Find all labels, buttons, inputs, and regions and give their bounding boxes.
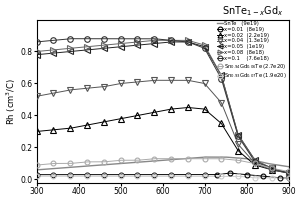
Y-axis label: Rh (cm$^3$/C): Rh (cm$^3$/C) [4,78,18,125]
Text: SnTe$_{1-x}$Gd$_x$: SnTe$_{1-x}$Gd$_x$ [222,4,284,18]
Legend: SnTe   (9e19), x=0.01  (8e19), x=0.02  (2.2e19), x=0.04  (1.3e19), x=0.05  (1e19: SnTe (9e19), x=0.01 (8e19), x=0.02 (2.2e… [216,21,287,81]
